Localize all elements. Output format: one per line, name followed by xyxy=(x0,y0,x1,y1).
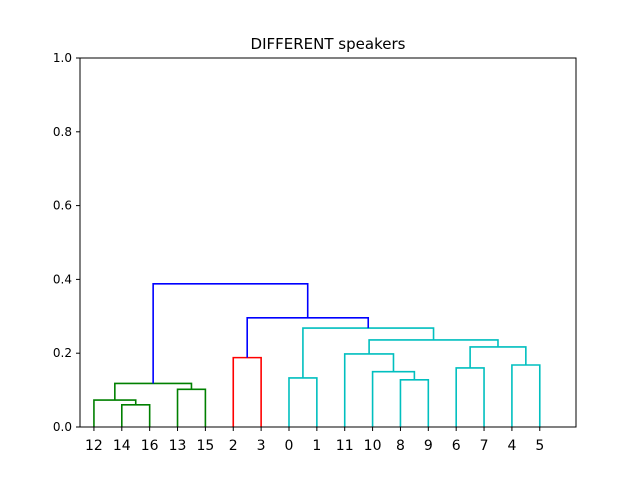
chart-title: DIFFERENT speakers xyxy=(251,35,406,53)
x-axis-leaf-labels: 12 14 16 13 15 2 3 0 1 11 10 8 9 6 7 4 5 xyxy=(85,427,544,454)
dendrogram-link-14 xyxy=(246,316,370,358)
leaf-label-4: 4 xyxy=(507,438,516,454)
leaf-label-12: 12 xyxy=(85,438,103,454)
plot-frame xyxy=(79,57,577,428)
leaf-label-14: 14 xyxy=(113,438,131,454)
dendrogram-link-6 xyxy=(399,378,430,427)
leaf-label-7: 7 xyxy=(480,438,489,454)
y-axis: 0.0 0.2 0.4 0.6 0.8 1.0 xyxy=(53,51,80,434)
dendrogram-link-15 xyxy=(152,283,309,384)
y-tick-label: 0.8 xyxy=(53,125,72,139)
dendrogram-link-0 xyxy=(120,404,151,427)
leaf-label-2: 2 xyxy=(229,438,238,454)
y-tick-label: 0.6 xyxy=(53,199,72,213)
dendrogram-link-13 xyxy=(302,327,435,378)
leaf-label-6: 6 xyxy=(452,438,461,454)
leaf-label-8: 8 xyxy=(396,438,405,454)
dendrogram-link-4 xyxy=(232,356,262,427)
dendrogram-link-9 xyxy=(455,367,485,427)
y-tick-label: 0.4 xyxy=(53,272,72,286)
leaf-label-15: 15 xyxy=(196,438,214,454)
y-tick-label: 0.2 xyxy=(53,346,72,360)
y-tick-label: 0.0 xyxy=(53,420,72,434)
leaf-label-0: 0 xyxy=(285,438,294,454)
dendrogram-link-3 xyxy=(114,382,193,401)
dendrogram-link-5 xyxy=(288,377,318,427)
leaf-label-5: 5 xyxy=(535,438,544,454)
dendrogram-link-8 xyxy=(343,353,395,427)
leaf-label-10: 10 xyxy=(364,438,382,454)
leaf-label-11: 11 xyxy=(336,438,354,454)
dendrogram-links xyxy=(93,283,541,427)
leaf-label-1: 1 xyxy=(312,438,321,454)
dendrogram-link-10 xyxy=(511,364,541,427)
leaf-label-13: 13 xyxy=(169,438,187,454)
leaf-label-16: 16 xyxy=(141,438,159,454)
leaf-label-9: 9 xyxy=(424,438,433,454)
leaf-label-3: 3 xyxy=(257,438,266,454)
dendrogram-link-2 xyxy=(176,388,207,427)
y-tick-label: 1.0 xyxy=(53,51,72,65)
